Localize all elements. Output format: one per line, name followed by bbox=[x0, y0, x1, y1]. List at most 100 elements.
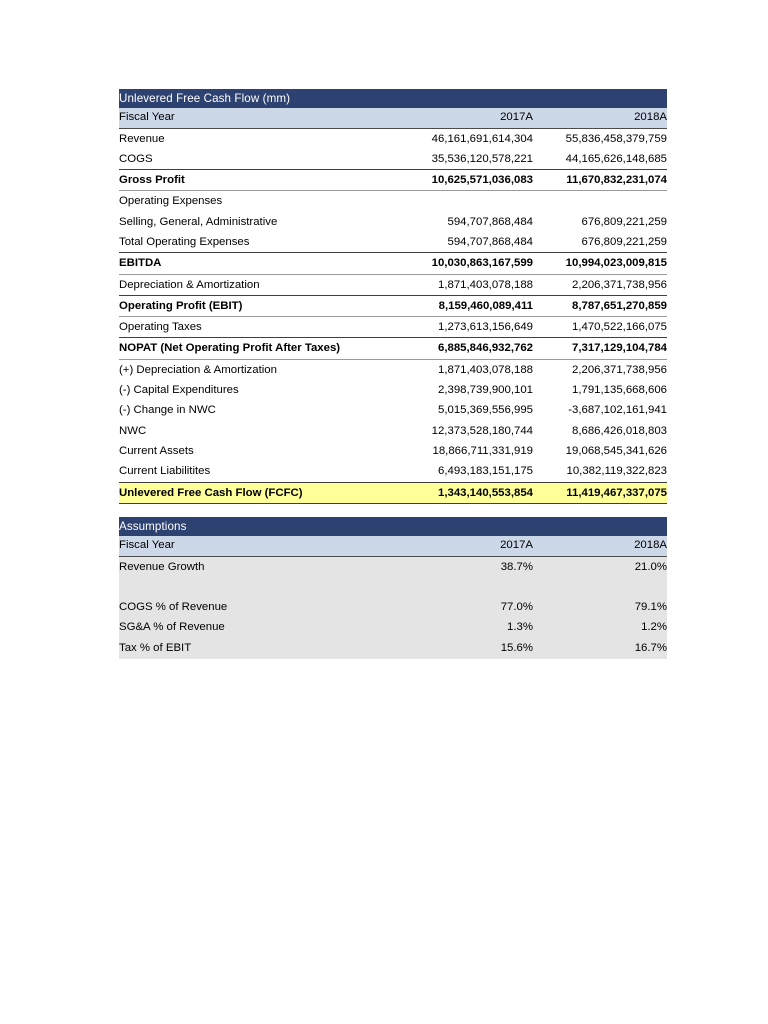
fcf-row: Operating Expenses bbox=[119, 190, 668, 212]
fcf-row: Gross Profit 10,625,571,036,083 11,670,832… bbox=[119, 169, 668, 192]
assumptions-title-row: Assumptions bbox=[119, 517, 668, 536]
fcf-value-2017: 8,159,460,089,411 bbox=[387, 294, 533, 318]
fcf-header-label: Fiscal Year bbox=[119, 108, 387, 129]
assumptions-header-label: Fiscal Year bbox=[119, 536, 387, 557]
fcf-value-2017: 1,343,140,553,854 bbox=[387, 481, 533, 504]
fcf-row: (-) Change in NWC 5,015,369,556,995 -3,687… bbox=[119, 400, 668, 421]
fcf-row: NWC 12,373,528,180,744 8,686,426,018,803 bbox=[119, 420, 668, 441]
fcf-label: (+) Depreciation & Amortization bbox=[119, 359, 387, 381]
fcf-row: Operating Taxes 1,273,613,156,649 1,470,52… bbox=[119, 316, 668, 338]
fcf-value-2017: 6,493,183,151,175 bbox=[387, 461, 533, 483]
fcf-label: Current Assets bbox=[119, 440, 387, 462]
fcf-value-2018: 11,670,832,231,074 bbox=[533, 169, 668, 192]
fcf-label: Depreciation & Amortization bbox=[119, 274, 387, 296]
assumptions-header-2018: 2018A bbox=[533, 536, 668, 557]
fcf-value-2018: 8,686,426,018,803 bbox=[533, 420, 668, 441]
fcf-header-2017: 2017A bbox=[387, 108, 533, 129]
fcf-value-2017: 10,625,571,036,083 bbox=[387, 169, 533, 192]
fcf-header-row: Fiscal Year 2017A 2018A bbox=[119, 108, 668, 129]
assumption-value-2018: 16.7% bbox=[533, 637, 668, 659]
fcf-value-2017: 10,030,863,167,599 bbox=[387, 252, 533, 275]
assumption-label: Tax % of EBIT bbox=[119, 637, 387, 659]
fcf-value-2017: 2,398,739,900,101 bbox=[387, 380, 533, 401]
fcf-value-2018: -3,687,102,161,941 bbox=[533, 400, 668, 421]
assumption-row: SG&A % of Revenue 1.3% 1.2% bbox=[119, 617, 668, 638]
fcf-label: Total Operating Expenses bbox=[119, 231, 387, 253]
fcf-row: Current Assets 18,866,711,331,919 19,068,5… bbox=[119, 440, 668, 462]
fcf-value-2018: 10,382,119,322,823 bbox=[533, 461, 668, 483]
fcf-row: EBITDA 10,030,863,167,599 10,994,023,009,8… bbox=[119, 252, 668, 275]
fcf-value-2017: 6,885,846,932,762 bbox=[387, 337, 533, 360]
fcf-value-2017: 18,866,711,331,919 bbox=[387, 440, 533, 462]
assumption-label: SG&A % of Revenue bbox=[119, 617, 387, 638]
fcf-label: Selling, General, Administrative bbox=[119, 211, 387, 232]
assumptions-table: Assumptions Fiscal Year 2017A 2018A Reve… bbox=[119, 517, 668, 659]
fcf-value-2018: 676,809,221,259 bbox=[533, 231, 668, 253]
assumption-value-2018: 1.2% bbox=[533, 617, 668, 638]
fcf-value-2018: 11,419,467,337,075 bbox=[533, 481, 668, 504]
fcf-row: Selling, General, Administrative 594,707,… bbox=[119, 211, 668, 232]
fcf-label: Operating Expenses bbox=[119, 190, 387, 212]
fcf-row: Unlevered Free Cash Flow (FCFC) 1,343,140… bbox=[119, 481, 668, 504]
fcf-value-2017: 1,871,403,078,188 bbox=[387, 359, 533, 381]
fcf-value-2018: 676,809,221,259 bbox=[533, 211, 668, 232]
fcf-value-2018 bbox=[533, 190, 668, 212]
assumption-label: COGS % of Revenue bbox=[119, 597, 387, 618]
fcf-row: (+) Depreciation & Amortization 1,871,403… bbox=[119, 359, 668, 381]
fcf-row: Depreciation & Amortization 1,871,403,078… bbox=[119, 274, 668, 296]
fcf-value-2018: 1,470,522,166,075 bbox=[533, 316, 668, 338]
fcf-value-2017: 594,707,868,484 bbox=[387, 231, 533, 253]
assumption-label bbox=[119, 576, 387, 598]
fcf-label: Current Liabilitites bbox=[119, 461, 387, 483]
fcf-value-2017: 594,707,868,484 bbox=[387, 211, 533, 232]
fcf-row: Current Liabilitites 6,493,183,151,175 10,… bbox=[119, 461, 668, 483]
assumption-value-2017: 77.0% bbox=[387, 597, 533, 618]
fcf-label: Operating Taxes bbox=[119, 316, 387, 338]
fcf-label: EBITDA bbox=[119, 252, 387, 275]
fcf-value-2018: 8,787,651,270,859 bbox=[533, 294, 668, 318]
fcf-label: Operating Profit (EBIT) bbox=[119, 294, 387, 318]
unlevered-free-cash-flow-table: Unlevered Free Cash Flow (mm) Fiscal Yea… bbox=[119, 89, 668, 504]
fcf-value-2018: 1,791,135,668,606 bbox=[533, 380, 668, 401]
fcf-row: Revenue 46,161,691,614,304 55,836,458,379,… bbox=[119, 128, 668, 149]
fcf-label: NWC bbox=[119, 420, 387, 441]
fcf-label: NOPAT (Net Operating Profit After Taxes) bbox=[119, 337, 387, 360]
fcf-value-2018: 2,206,371,738,956 bbox=[533, 359, 668, 381]
fcf-title: Unlevered Free Cash Flow (mm) bbox=[119, 89, 668, 108]
fcf-row: Total Operating Expenses 594,707,868,484 6… bbox=[119, 231, 668, 253]
assumption-row bbox=[119, 576, 668, 598]
fcf-value-2017: 46,161,691,614,304 bbox=[387, 128, 533, 149]
assumption-row: COGS % of Revenue 77.0% 79.1% bbox=[119, 597, 668, 618]
assumption-value-2017: 38.7% bbox=[387, 556, 533, 577]
fcf-title-row: Unlevered Free Cash Flow (mm) bbox=[119, 89, 668, 108]
fcf-row: COGS 35,536,120,578,221 44,165,626,148,685 bbox=[119, 148, 668, 170]
assumption-value-2018 bbox=[533, 576, 668, 598]
assumptions-header-2017: 2017A bbox=[387, 536, 533, 557]
fcf-label: Revenue bbox=[119, 128, 387, 149]
assumption-value-2017: 15.6% bbox=[387, 637, 533, 659]
assumption-value-2018: 79.1% bbox=[533, 597, 668, 618]
fcf-value-2017: 1,273,613,156,649 bbox=[387, 316, 533, 338]
fcf-value-2018: 2,206,371,738,956 bbox=[533, 274, 668, 296]
fcf-label: Gross Profit bbox=[119, 169, 387, 192]
fcf-value-2018: 19,068,545,341,626 bbox=[533, 440, 668, 462]
fcf-row: Operating Profit (EBIT) 8,159,460,089,411… bbox=[119, 294, 668, 318]
assumption-value-2017 bbox=[387, 576, 533, 598]
fcf-value-2018: 55,836,458,379,759 bbox=[533, 128, 668, 149]
fcf-label: Unlevered Free Cash Flow (FCFC) bbox=[119, 481, 387, 504]
fcf-value-2018: 10,994,023,009,815 bbox=[533, 252, 668, 275]
fcf-header-2018: 2018A bbox=[533, 108, 668, 129]
fcf-value-2017 bbox=[387, 190, 533, 212]
fcf-value-2017: 5,015,369,556,995 bbox=[387, 400, 533, 421]
fcf-row: NOPAT (Net Operating Profit After Taxes)… bbox=[119, 337, 668, 360]
fcf-value-2017: 35,536,120,578,221 bbox=[387, 148, 533, 170]
assumption-row: Revenue Growth 38.7% 21.0% bbox=[119, 556, 668, 577]
assumptions-title: Assumptions bbox=[119, 517, 668, 536]
assumption-value-2017: 1.3% bbox=[387, 617, 533, 638]
assumption-label: Revenue Growth bbox=[119, 556, 387, 577]
fcf-label: (-) Change in NWC bbox=[119, 400, 387, 421]
fcf-row: (-) Capital Expenditures 2,398,739,900,10… bbox=[119, 380, 668, 401]
assumptions-header-row: Fiscal Year 2017A 2018A bbox=[119, 536, 668, 557]
fcf-value-2018: 7,317,129,104,784 bbox=[533, 337, 668, 360]
